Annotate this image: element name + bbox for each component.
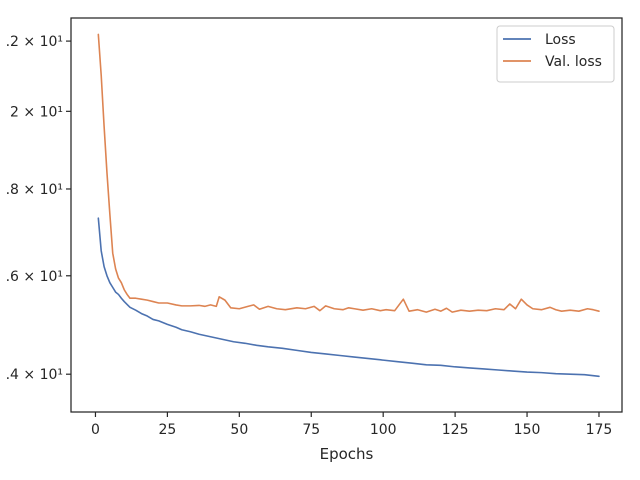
series-layer [97, 33, 600, 378]
x-axis-ticks: 0 25 50 75 100 125 150 175 [91, 412, 612, 438]
y-tick-label: 2 × 10¹ [10, 104, 63, 120]
series-line-loss [97, 217, 600, 378]
y-axis-ticks: .4 × 10¹ .6 × 10¹ .8 × 10¹ 2 × 10¹ .2 × 10¹ [6, 34, 71, 383]
series-line-val-loss [97, 33, 600, 313]
x-tick-label: 100 [370, 422, 397, 438]
x-tick-label: 175 [586, 422, 613, 438]
x-tick-label: 75 [302, 422, 320, 438]
legend-box [496, 25, 615, 83]
x-tick-label: 150 [514, 422, 541, 438]
y-tick-label: .8 × 10¹ [6, 182, 63, 198]
y-tick-label: .6 × 10¹ [6, 269, 63, 285]
legend-label: Loss [545, 32, 576, 48]
legend-items: Loss Val. loss [503, 32, 602, 70]
x-tick-label: 0 [91, 422, 100, 438]
x-tick-label: 50 [230, 422, 248, 438]
legend-label: Val. loss [545, 54, 602, 70]
y-tick-label: .2 × 10¹ [6, 34, 63, 50]
x-tick-label: 25 [158, 422, 176, 438]
x-axis-label: Epochs [320, 445, 374, 463]
legend: Loss Val. loss [496, 25, 615, 83]
x-tick-label: 125 [442, 422, 469, 438]
y-tick-label: .4 × 10¹ [6, 367, 63, 383]
plot-frame [70, 17, 623, 413]
